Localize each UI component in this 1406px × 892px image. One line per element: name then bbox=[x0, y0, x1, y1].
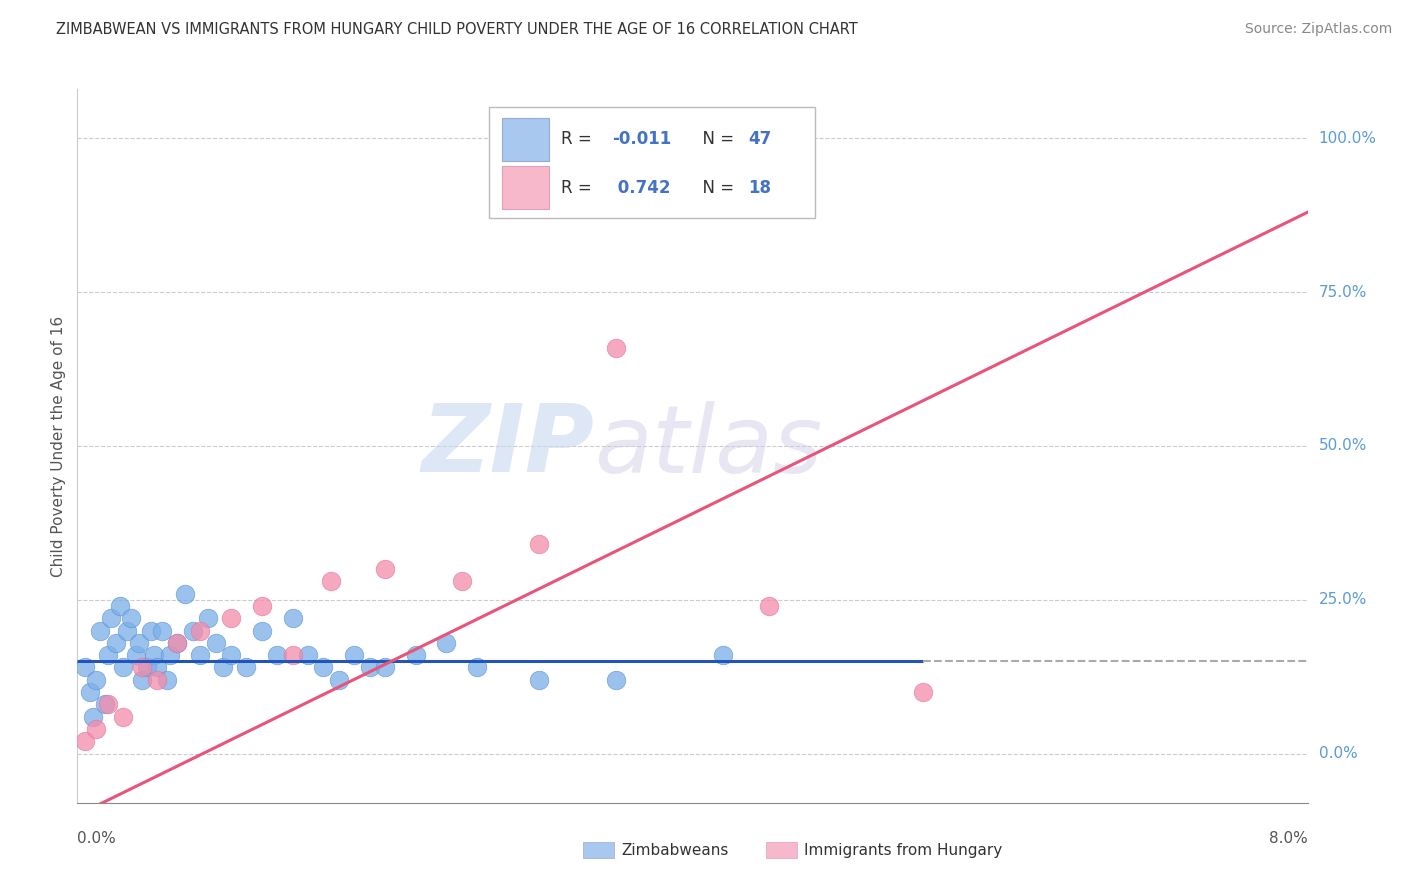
Point bbox=[250, 599, 273, 613]
Point bbox=[374, 562, 396, 576]
Point bbox=[73, 660, 96, 674]
Point bbox=[319, 574, 342, 589]
Bar bbox=[766, 842, 797, 858]
Text: Immigrants from Hungary: Immigrants from Hungary bbox=[804, 843, 1002, 857]
Text: ZIMBABWEAN VS IMMIGRANTS FROM HUNGARY CHILD POVERTY UNDER THE AGE OF 16 CORRELAT: ZIMBABWEAN VS IMMIGRANTS FROM HUNGARY CH… bbox=[56, 22, 858, 37]
Point bbox=[131, 660, 153, 674]
Point bbox=[110, 599, 132, 613]
Point bbox=[143, 648, 166, 662]
Point bbox=[711, 648, 734, 662]
Point bbox=[312, 660, 335, 674]
Point bbox=[281, 611, 304, 625]
Point bbox=[73, 734, 96, 748]
Point bbox=[115, 624, 138, 638]
Text: 47: 47 bbox=[748, 130, 770, 148]
Point bbox=[281, 648, 304, 662]
Point bbox=[527, 673, 550, 687]
Point bbox=[188, 648, 212, 662]
Point bbox=[159, 648, 181, 662]
Point bbox=[197, 611, 219, 625]
Point bbox=[146, 673, 169, 687]
Point bbox=[94, 698, 117, 712]
Point bbox=[527, 537, 550, 551]
Text: 0.0%: 0.0% bbox=[1319, 746, 1357, 761]
Text: 50.0%: 50.0% bbox=[1319, 439, 1367, 453]
Point bbox=[128, 636, 150, 650]
Point bbox=[125, 648, 148, 662]
Point bbox=[405, 648, 427, 662]
Text: Source: ZipAtlas.com: Source: ZipAtlas.com bbox=[1244, 22, 1392, 37]
Point bbox=[104, 636, 127, 650]
Point bbox=[374, 660, 396, 674]
Point bbox=[89, 624, 111, 638]
Point bbox=[150, 624, 173, 638]
Point bbox=[84, 673, 107, 687]
FancyBboxPatch shape bbox=[489, 107, 815, 218]
Point bbox=[135, 660, 157, 674]
Text: 8.0%: 8.0% bbox=[1268, 830, 1308, 846]
Text: 0.0%: 0.0% bbox=[77, 830, 117, 846]
Y-axis label: Child Poverty Under the Age of 16: Child Poverty Under the Age of 16 bbox=[51, 316, 66, 576]
Point bbox=[605, 341, 627, 355]
Point bbox=[146, 660, 169, 674]
Point bbox=[188, 624, 212, 638]
Text: atlas: atlas bbox=[595, 401, 823, 491]
Point bbox=[100, 611, 122, 625]
Point bbox=[465, 660, 488, 674]
Text: 18: 18 bbox=[748, 178, 770, 196]
Text: N =: N = bbox=[693, 130, 740, 148]
Point bbox=[450, 574, 472, 589]
Point bbox=[84, 722, 107, 736]
Point bbox=[166, 636, 188, 650]
Text: 100.0%: 100.0% bbox=[1319, 131, 1376, 146]
Point bbox=[266, 648, 288, 662]
Point bbox=[235, 660, 257, 674]
Point bbox=[131, 673, 153, 687]
Text: 75.0%: 75.0% bbox=[1319, 285, 1367, 300]
Point bbox=[155, 673, 177, 687]
Text: 0.742: 0.742 bbox=[613, 178, 671, 196]
Text: R =: R = bbox=[561, 178, 596, 196]
Point bbox=[79, 685, 101, 699]
Text: ZIP: ZIP bbox=[422, 400, 595, 492]
Point bbox=[436, 636, 458, 650]
Text: Zimbabweans: Zimbabweans bbox=[621, 843, 728, 857]
Text: 25.0%: 25.0% bbox=[1319, 592, 1367, 607]
Text: N =: N = bbox=[693, 178, 740, 196]
FancyBboxPatch shape bbox=[502, 118, 548, 161]
Point bbox=[219, 648, 242, 662]
Text: R =: R = bbox=[561, 130, 596, 148]
Point bbox=[250, 624, 273, 638]
Point bbox=[204, 636, 226, 650]
Point bbox=[328, 673, 350, 687]
Point bbox=[181, 624, 204, 638]
Point bbox=[112, 660, 135, 674]
Point bbox=[97, 698, 120, 712]
Point bbox=[343, 648, 366, 662]
Point bbox=[141, 624, 163, 638]
Point bbox=[912, 685, 935, 699]
Point bbox=[174, 587, 197, 601]
Point bbox=[758, 599, 780, 613]
Point bbox=[605, 673, 627, 687]
Point bbox=[219, 611, 242, 625]
Point bbox=[97, 648, 120, 662]
Point bbox=[212, 660, 235, 674]
Point bbox=[112, 709, 135, 723]
Text: -0.011: -0.011 bbox=[613, 130, 672, 148]
Point bbox=[82, 709, 104, 723]
Bar bbox=[583, 842, 614, 858]
Point bbox=[120, 611, 142, 625]
Point bbox=[166, 636, 188, 650]
FancyBboxPatch shape bbox=[502, 166, 548, 209]
Point bbox=[297, 648, 319, 662]
Point bbox=[359, 660, 381, 674]
